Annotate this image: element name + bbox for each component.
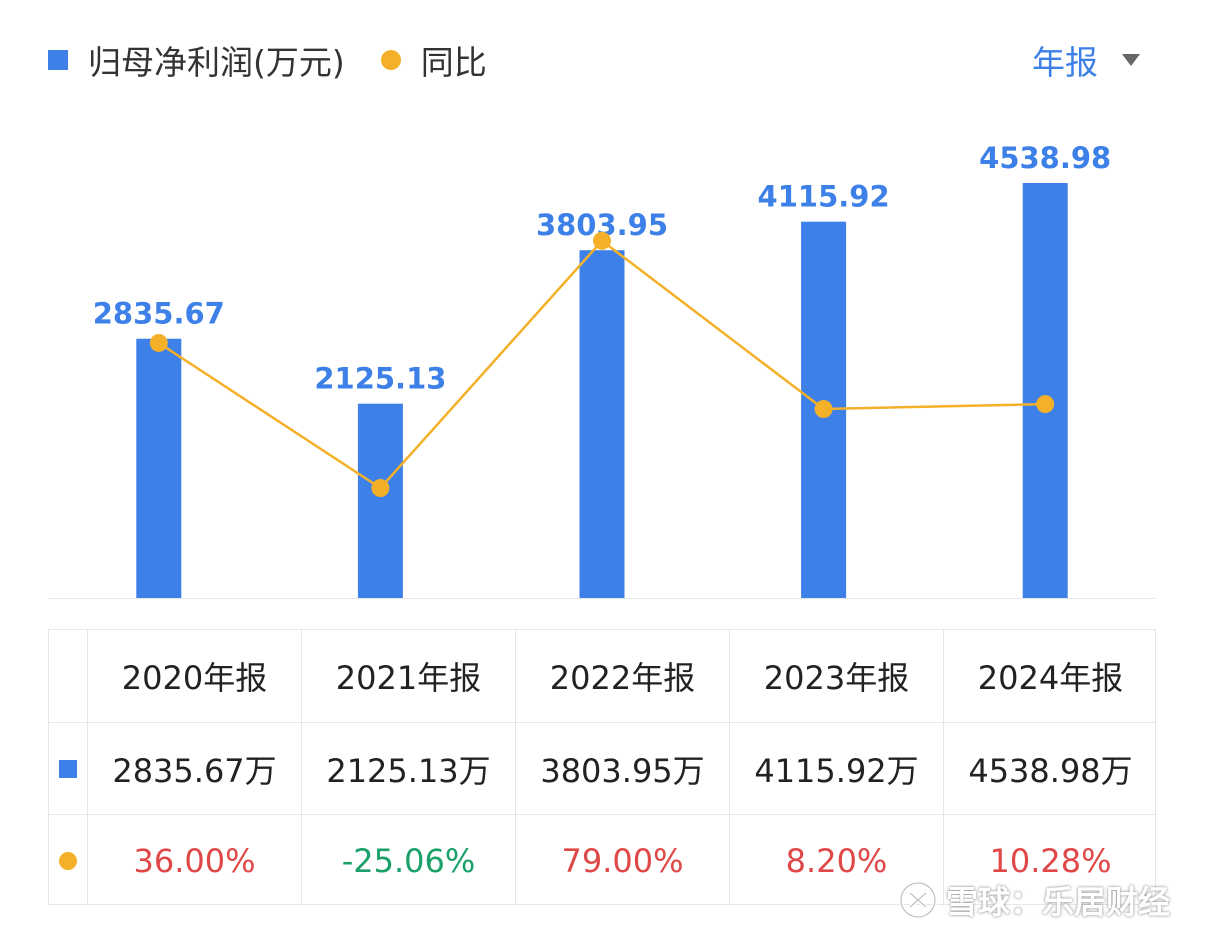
profit-cell: 4115.92万 xyxy=(729,723,943,814)
bar-value-label: 4115.92 xyxy=(758,180,890,214)
table-row-marker xyxy=(49,815,87,906)
bar-2020年报[interactable] xyxy=(136,338,182,598)
bar-2021年报[interactable] xyxy=(357,403,403,598)
yoy-cell: 79.00% xyxy=(515,815,729,906)
legend-item-profit[interactable]: 归母净利润(万元) xyxy=(48,36,345,84)
table-header-cell: 2022年报 xyxy=(515,630,729,722)
yoy-cell: 10.28% xyxy=(943,815,1157,906)
table-header-cell: 2021年报 xyxy=(301,630,515,722)
yoy-point-2024年报[interactable] xyxy=(1036,395,1055,414)
table-header-cell: 2020年报 xyxy=(87,630,301,722)
bar-2022年报[interactable] xyxy=(579,250,625,598)
yoy-point-2023年报[interactable] xyxy=(814,400,833,419)
profit-cell: 4538.98万 xyxy=(943,723,1157,814)
table-corner-cell xyxy=(49,630,87,722)
profit-cell: 2125.13万 xyxy=(301,723,515,814)
period-selector[interactable]: 年报 xyxy=(1032,38,1140,82)
legend-label-profit: 归母净利润(万元) xyxy=(88,43,345,82)
bar-value-label: 4538.98 xyxy=(979,141,1111,175)
bar-series-swatch-icon xyxy=(59,759,77,778)
chart-legend: 归母净利润(万元) 同比 xyxy=(48,38,523,82)
table-row-profit: 2835.67万 2125.13万 3803.95万 4115.92万 4538… xyxy=(49,722,1155,814)
period-selector-label: 年报 xyxy=(1032,43,1098,82)
data-table: 2020年报 2021年报 2022年报 2023年报 2024年报 2835.… xyxy=(48,629,1156,906)
profit-cell: 2835.67万 xyxy=(87,723,301,814)
bar-value-label: 2125.13 xyxy=(314,362,446,396)
table-row-yoy: 36.00% -25.06% 79.00% 8.20% 10.28% xyxy=(49,814,1155,906)
profit-cell: 3803.95万 xyxy=(515,723,729,814)
line-series-dot-icon xyxy=(59,851,77,870)
bar-series-swatch-icon xyxy=(48,50,68,70)
yoy-cell: -25.06% xyxy=(301,815,515,906)
table-header-cell: 2023年报 xyxy=(729,630,943,722)
yoy-point-2021年报[interactable] xyxy=(371,479,390,498)
table-header-cell: 2024年报 xyxy=(943,630,1157,722)
table-header-row: 2020年报 2021年报 2022年报 2023年报 2024年报 xyxy=(49,630,1155,722)
yoy-point-2022年报[interactable] xyxy=(593,231,611,250)
legend-item-yoy[interactable]: 同比 xyxy=(380,36,487,84)
yoy-cell: 8.20% xyxy=(729,815,943,906)
yoy-cell: 36.00% xyxy=(87,815,301,906)
line-series-dot-icon xyxy=(380,50,401,70)
caret-down-icon xyxy=(1122,54,1140,66)
table-row-marker xyxy=(49,723,87,814)
bar-value-label: 2835.67 xyxy=(93,297,225,331)
yoy-point-2020年报[interactable] xyxy=(149,333,168,352)
watermark: 雪球：乐居财经 xyxy=(898,877,1170,923)
watermark-text: 雪球：乐居财经 xyxy=(945,883,1170,921)
legend-label-yoy: 同比 xyxy=(420,43,487,82)
snowball-logo-icon xyxy=(898,881,937,919)
bar-2024年报[interactable] xyxy=(1022,183,1068,598)
